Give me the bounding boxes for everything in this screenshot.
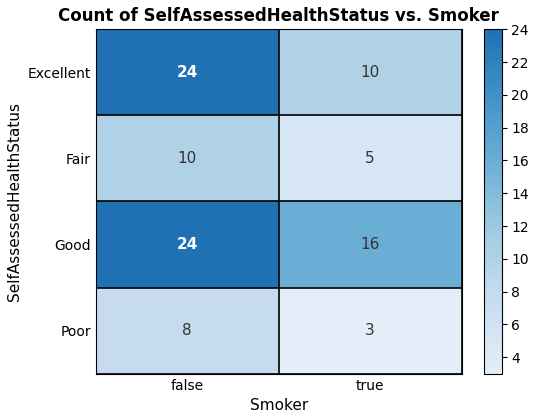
Bar xyxy=(279,29,461,116)
Title: Count of SelfAssessedHealthStatus vs. Smoker: Count of SelfAssessedHealthStatus vs. Sm… xyxy=(58,7,499,25)
Text: 8: 8 xyxy=(183,323,192,338)
Bar xyxy=(96,202,279,288)
Bar xyxy=(279,288,461,374)
Bar xyxy=(96,29,279,116)
X-axis label: Smoker: Smoker xyxy=(250,398,308,413)
Bar xyxy=(96,288,279,374)
Text: 3: 3 xyxy=(365,323,375,338)
Text: 10: 10 xyxy=(178,151,197,166)
Text: 16: 16 xyxy=(361,237,380,252)
Bar xyxy=(279,116,461,202)
Bar xyxy=(96,116,279,202)
Y-axis label: SelfAssessedHealthStatus: SelfAssessedHealthStatus xyxy=(7,102,22,301)
Bar xyxy=(279,202,461,288)
Text: 5: 5 xyxy=(365,151,375,166)
Text: 24: 24 xyxy=(176,65,198,80)
Text: 10: 10 xyxy=(361,65,380,80)
Text: 24: 24 xyxy=(176,237,198,252)
